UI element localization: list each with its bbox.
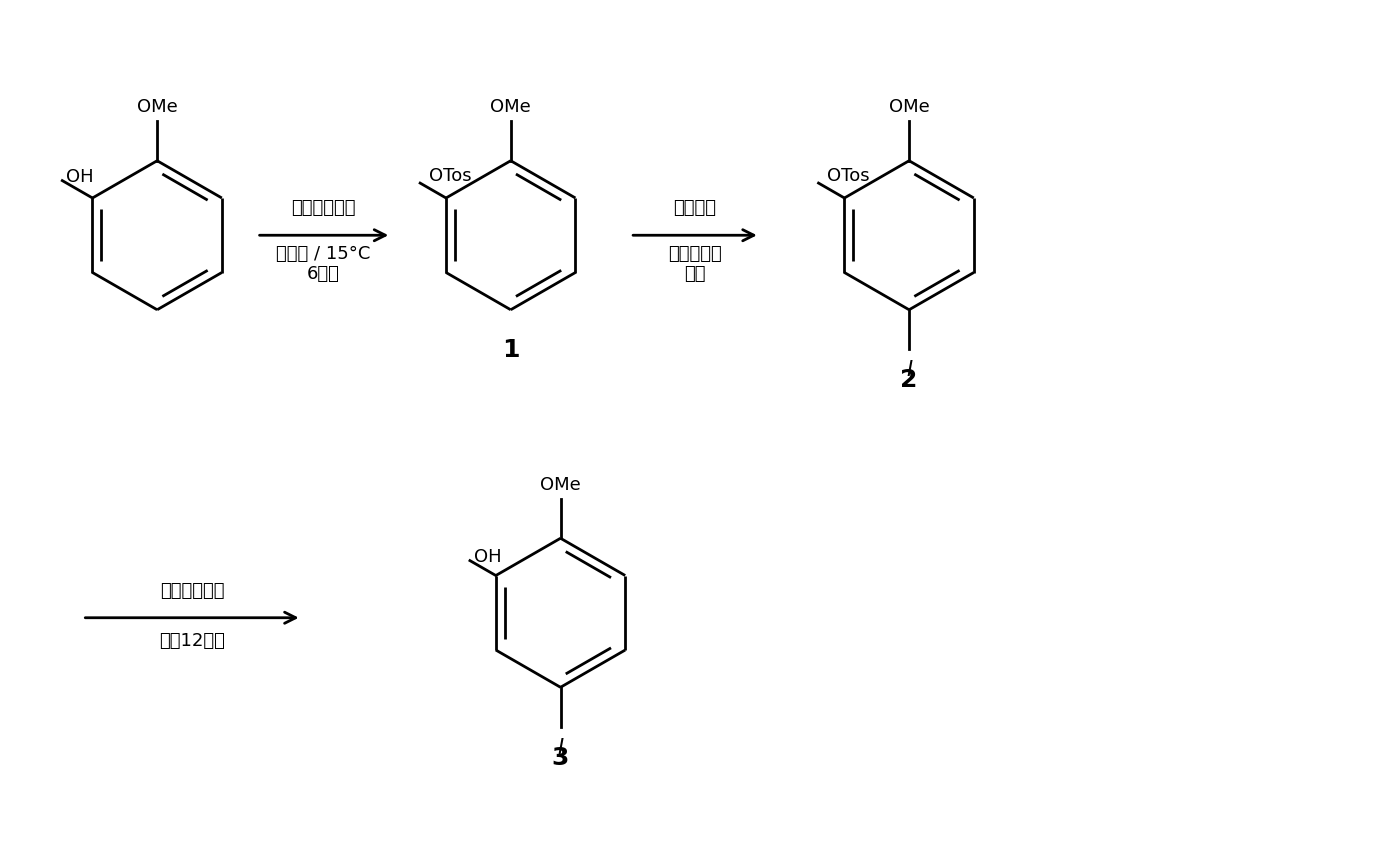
Text: 无水氯化锌: 无水氯化锌 <box>668 245 722 262</box>
Text: OMe: OMe <box>136 98 177 116</box>
Text: 3: 3 <box>551 745 569 769</box>
Text: I: I <box>557 737 564 757</box>
Text: 回流12小时: 回流12小时 <box>160 630 226 649</box>
Text: OMe: OMe <box>491 98 531 116</box>
Text: 氢氧化钠溶液: 氢氧化钠溶液 <box>160 581 224 599</box>
Text: I: I <box>906 360 912 380</box>
Text: 6小时: 6小时 <box>307 265 340 283</box>
Text: OMe: OMe <box>540 475 580 493</box>
Text: OH: OH <box>474 547 502 565</box>
Text: 2: 2 <box>901 368 917 392</box>
Text: 醋酸: 醋酸 <box>685 265 705 283</box>
Text: OTos: OTos <box>429 167 472 185</box>
Text: OH: OH <box>66 168 94 186</box>
Text: 对甲苯磺酰氯: 对甲苯磺酰氯 <box>292 199 356 217</box>
Text: OMe: OMe <box>888 98 930 116</box>
Text: 一氯化碘: 一氯化碘 <box>674 199 716 217</box>
Text: 1: 1 <box>502 338 520 362</box>
Text: 三乙胺 / 15°C: 三乙胺 / 15°C <box>276 245 371 262</box>
Text: OTos: OTos <box>828 167 870 185</box>
